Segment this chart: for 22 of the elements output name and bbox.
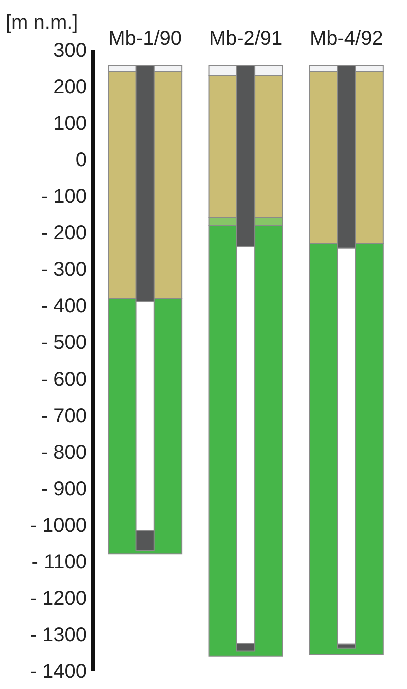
y-tick-label: - 700 (41, 405, 87, 428)
y-tick-label: - 1000 (30, 514, 87, 537)
y-tick-label: 0 (76, 150, 87, 172)
y-tick-label: 200 (54, 76, 87, 99)
x-tick-label: Mb-1/90 (108, 28, 182, 50)
y-tick-label: 300 (54, 40, 87, 62)
y-tick-label: - 100 (41, 186, 87, 208)
x-tick-label: Mb-2/91 (209, 28, 283, 50)
y-tick-label: - 500 (41, 332, 87, 354)
y-tick-label: - 200 (41, 222, 87, 245)
y-tick-label: - 1200 (30, 588, 87, 610)
y-tick-label: - 1100 (32, 551, 87, 574)
y-tick-label: - 600 (41, 368, 87, 391)
y-tick-label: 100 (54, 113, 87, 136)
y-axis-title: [m n.m.] (6, 12, 78, 34)
y-tick-label: - 400 (41, 296, 87, 318)
y-tick-label: - 900 (41, 478, 87, 500)
y-tick-label: - 1400 (30, 661, 87, 683)
x-tick-label: Mb-4/92 (310, 28, 384, 50)
y-tick-label: - 800 (41, 442, 87, 464)
y-tick-label: - 1300 (30, 624, 87, 646)
y-tick-label: - 300 (41, 259, 87, 282)
